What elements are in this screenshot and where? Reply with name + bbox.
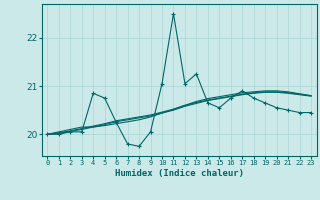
- X-axis label: Humidex (Indice chaleur): Humidex (Indice chaleur): [115, 169, 244, 178]
